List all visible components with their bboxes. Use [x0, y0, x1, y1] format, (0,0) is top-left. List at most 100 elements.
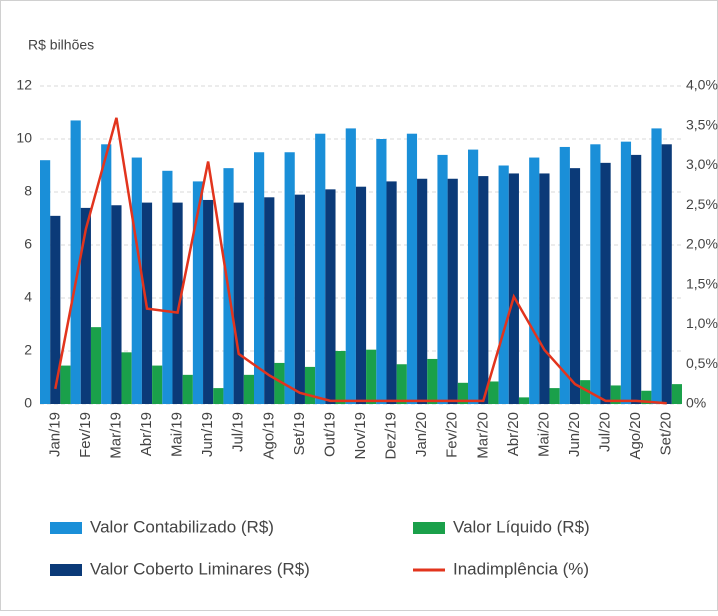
- x-tick-label: Abr/20: [505, 412, 522, 456]
- bar: [254, 152, 265, 404]
- bar: [386, 181, 397, 404]
- y-tick-label: 2: [24, 342, 32, 358]
- y2-tick-label: 0,5%: [686, 355, 718, 371]
- bar: [580, 380, 591, 404]
- bar: [376, 139, 387, 404]
- bar: [396, 364, 407, 404]
- y2-tick-label: 2,5%: [686, 196, 718, 212]
- y-tick-label: 10: [16, 130, 32, 146]
- x-tick-label: Nov/19: [352, 412, 369, 460]
- bar: [264, 197, 275, 404]
- y2-tick-label: 2,0%: [686, 236, 718, 252]
- bar: [549, 388, 560, 404]
- bar: [641, 390, 652, 404]
- y-axis-label: R$ bilhões: [28, 37, 94, 53]
- legend-label: Valor Contabilizado (R$): [90, 517, 274, 536]
- x-tick-label: Mar/19: [107, 412, 124, 459]
- bar: [529, 157, 540, 404]
- bar: [518, 397, 530, 404]
- x-tick-label: Jan/20: [413, 412, 430, 457]
- bar: [182, 374, 193, 404]
- x-tick-label: Jul/19: [230, 412, 247, 452]
- bar: [315, 133, 326, 404]
- bar: [417, 178, 428, 404]
- bar: [233, 202, 244, 404]
- bar: [131, 157, 142, 404]
- bar: [203, 199, 214, 404]
- x-tick-label: Ago/19: [260, 412, 277, 460]
- bar: [325, 189, 336, 404]
- bar: [559, 146, 570, 404]
- x-tick-label: Fev/19: [77, 412, 94, 458]
- legend-label: Valor Líquido (R$): [453, 517, 590, 536]
- bar: [569, 168, 581, 404]
- y2-tick-label: 3,5%: [686, 116, 718, 132]
- bar: [192, 181, 204, 404]
- bar: [243, 374, 254, 404]
- bar: [274, 362, 285, 404]
- legend-swatch: [413, 522, 445, 534]
- bar: [121, 352, 132, 404]
- x-tick-label: Fev/20: [444, 412, 461, 458]
- bar: [539, 173, 550, 404]
- y-tick-label: 4: [24, 289, 32, 305]
- bar: [70, 120, 81, 404]
- bar: [457, 382, 468, 404]
- bar: [111, 205, 122, 404]
- bar: [620, 141, 632, 404]
- bar: [447, 178, 458, 404]
- x-tick-label: Ago/20: [627, 412, 644, 460]
- legend-swatch: [50, 522, 82, 534]
- x-tick-label: Set/19: [291, 412, 308, 455]
- bar: [671, 384, 682, 404]
- y2-tick-label: 1,5%: [686, 275, 718, 291]
- x-tick-label: Jun/19: [199, 412, 216, 457]
- x-tick-label: Mai/19: [169, 412, 186, 457]
- bar: [590, 144, 601, 405]
- bar: [661, 144, 672, 405]
- y-tick-label: 6: [24, 236, 32, 252]
- legend-label: Inadimplência (%): [453, 559, 589, 578]
- bar: [304, 366, 316, 404]
- bar: [631, 154, 642, 404]
- x-tick-label: Jul/20: [597, 412, 614, 452]
- bar: [50, 215, 61, 404]
- x-tick-label: Jan/19: [46, 412, 63, 457]
- bar: [437, 154, 448, 404]
- bar: [406, 133, 418, 404]
- bar: [90, 327, 102, 404]
- bar: [610, 385, 621, 404]
- bar: [488, 381, 499, 404]
- x-tick-label: Mai/20: [535, 412, 552, 457]
- x-tick-label: Set/20: [658, 412, 675, 455]
- y2-tick-label: 4,0%: [686, 77, 718, 93]
- y2-tick-label: 3,0%: [686, 156, 718, 172]
- bar: [152, 365, 163, 404]
- bar: [80, 207, 91, 404]
- bar: [162, 170, 173, 404]
- legend-swatch: [50, 564, 82, 576]
- bar: [478, 176, 489, 404]
- bar: [335, 351, 346, 404]
- bar: [427, 358, 438, 404]
- legend-label: Valor Coberto Liminares (R$): [90, 559, 310, 578]
- line: [54, 117, 667, 405]
- x-tick-label: Out/19: [321, 412, 338, 457]
- bar: [213, 388, 224, 404]
- bar: [651, 128, 662, 404]
- bar: [600, 162, 611, 404]
- bar: [101, 144, 112, 405]
- bar: [355, 186, 367, 404]
- bar: [40, 160, 51, 404]
- y-tick-label: 0: [24, 395, 32, 411]
- bar: [468, 149, 479, 404]
- x-tick-label: Dez/19: [383, 412, 400, 460]
- bar: [172, 202, 183, 404]
- bar: [284, 152, 295, 404]
- y2-tick-label: 1,0%: [686, 315, 718, 331]
- bar: [294, 194, 305, 404]
- bar: [60, 365, 71, 404]
- bar: [498, 165, 509, 404]
- bar: [508, 173, 519, 404]
